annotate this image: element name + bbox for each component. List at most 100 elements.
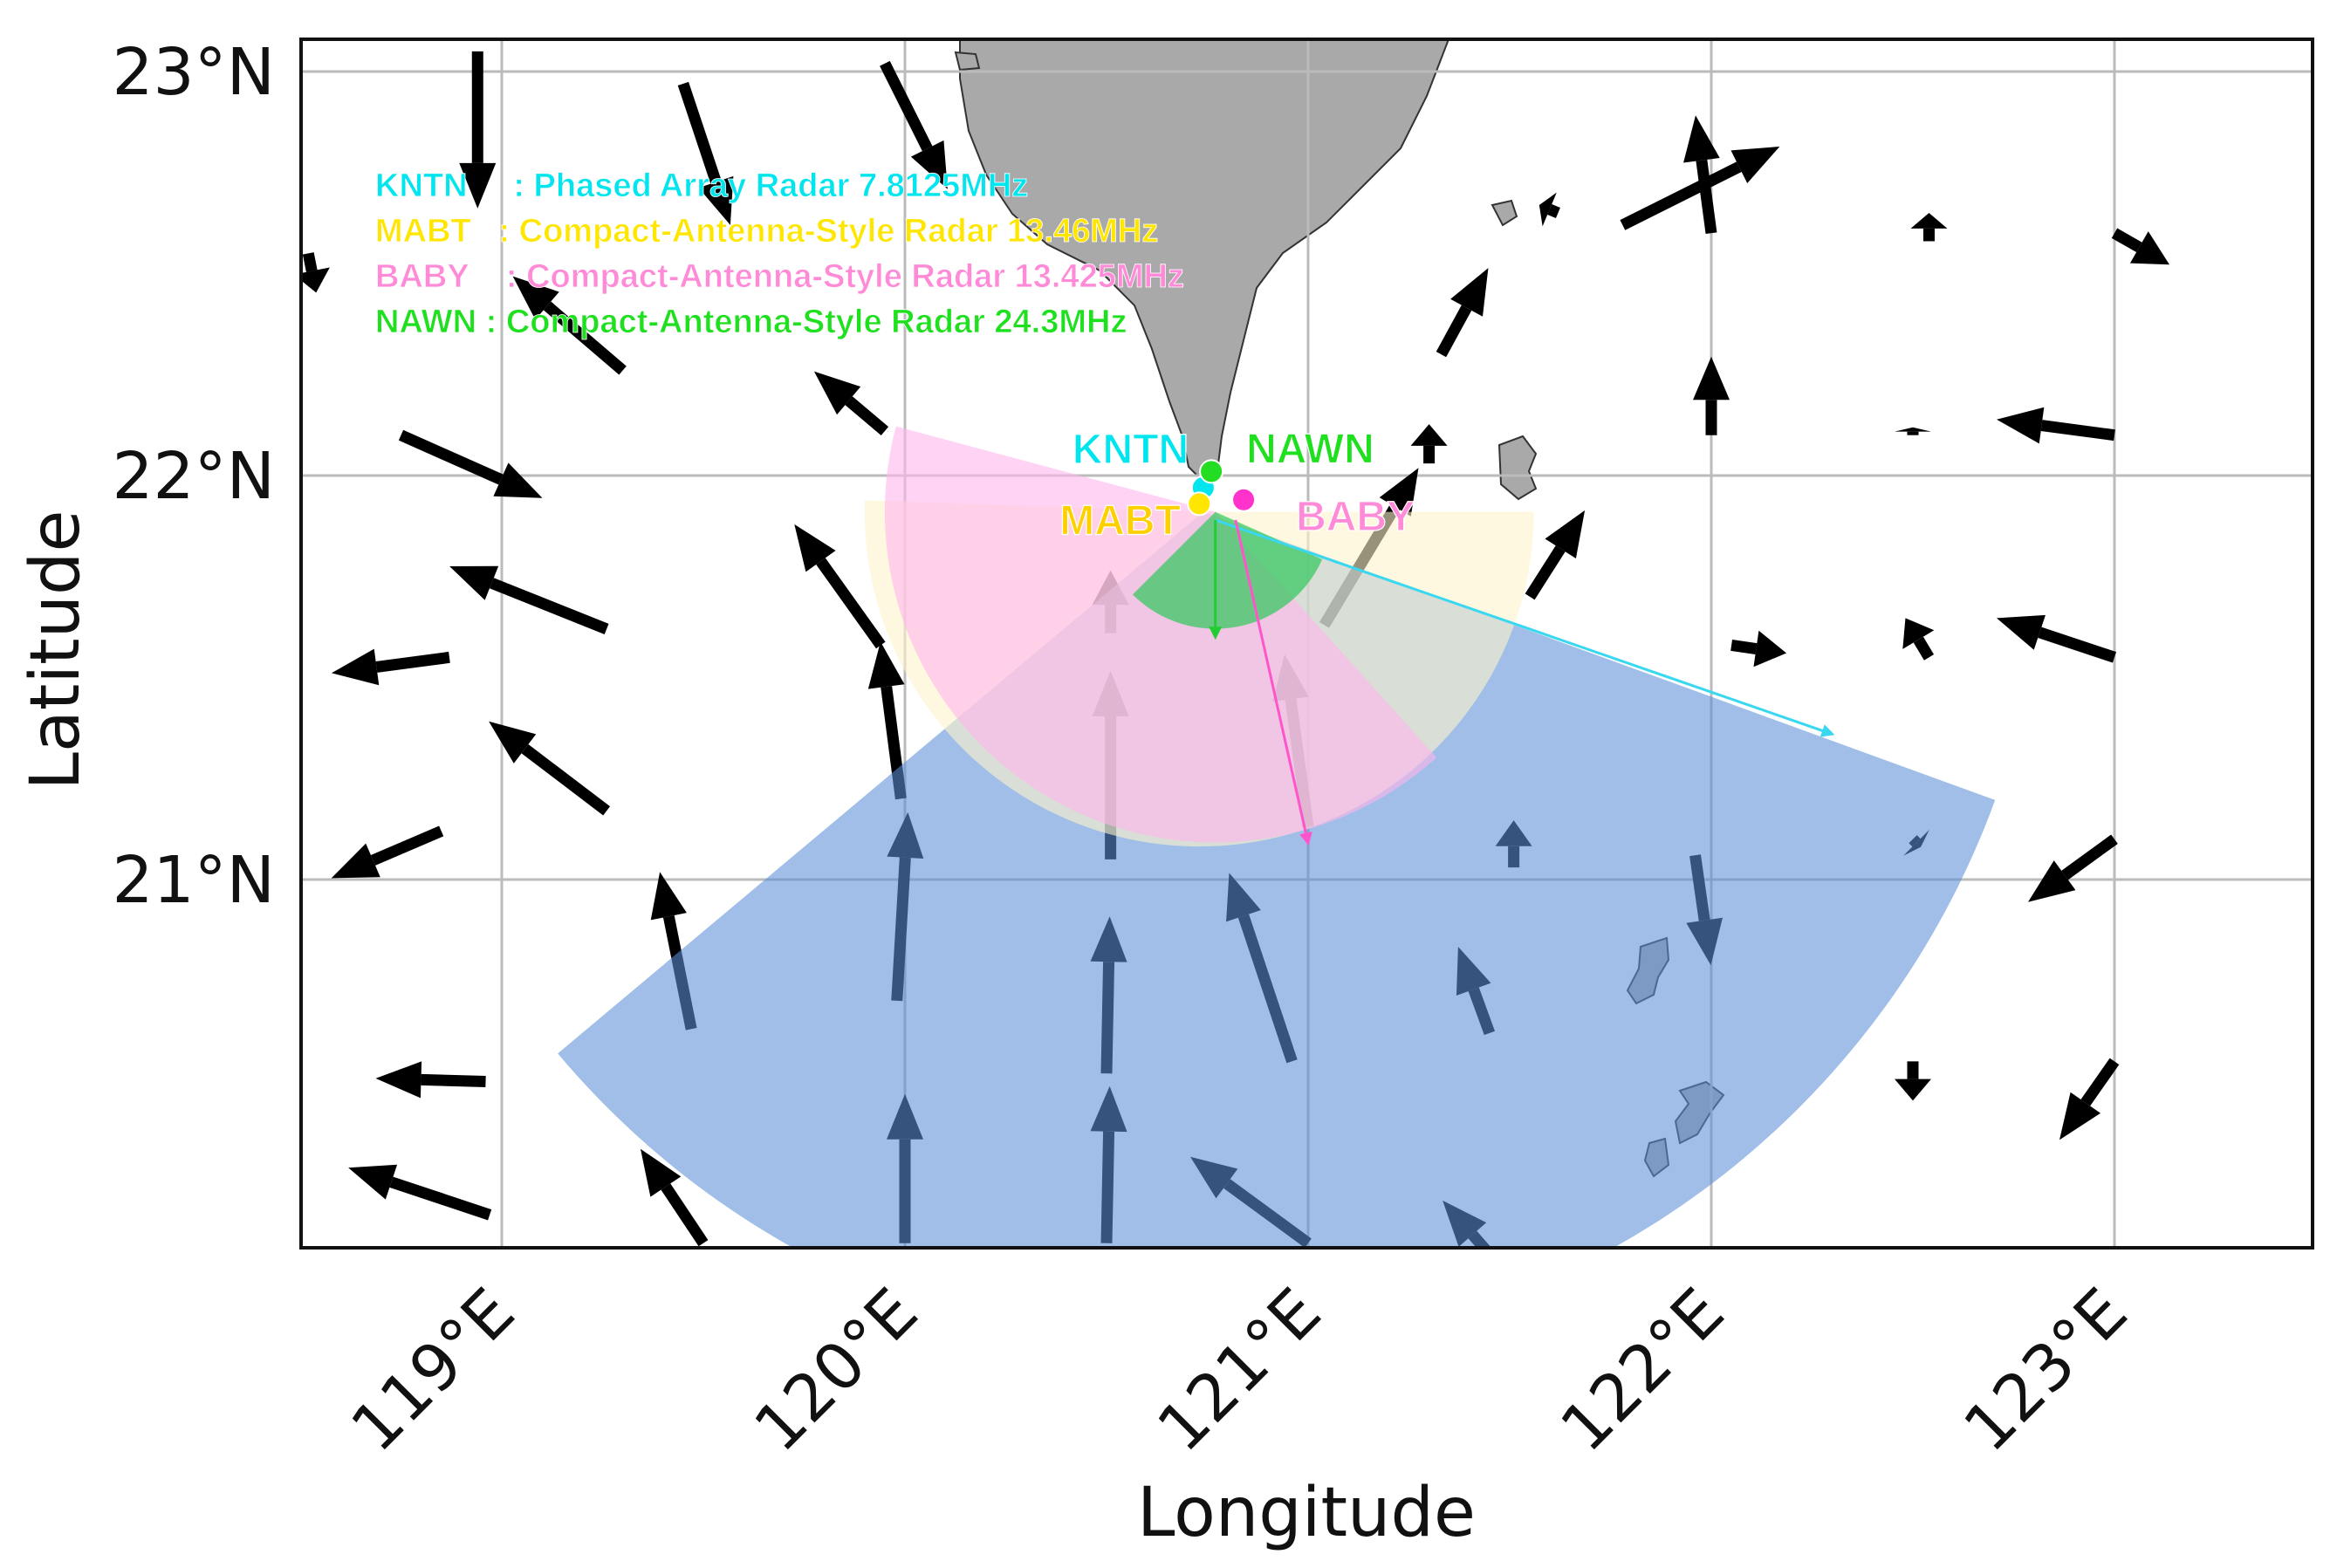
current-vector-shaft xyxy=(375,651,450,673)
current-vector-shaft xyxy=(2080,1058,2120,1106)
station-label-mabt: MABT xyxy=(1059,497,1181,544)
current-vector-head xyxy=(1730,146,1780,183)
current-vector-shaft xyxy=(389,1176,492,1221)
current-vector xyxy=(2111,228,2169,265)
station-label-baby: BABY xyxy=(1296,494,1415,540)
current-vector-head xyxy=(641,1148,682,1197)
legend-entry-mabt: MABT : Compact-Antenna-Style Radar 13.46… xyxy=(375,213,1158,250)
coverage-sector-baby xyxy=(884,426,1437,843)
current-vector xyxy=(398,429,543,498)
current-vector-shaft xyxy=(1696,159,1717,235)
lon-tick-label-4: 123°E xyxy=(1950,1274,2142,1466)
current-vector-head xyxy=(375,1061,422,1099)
current-vector-shaft xyxy=(521,743,611,816)
current-vector-shaft xyxy=(1620,161,1742,230)
legend: KNTN : Phased Array Radar 7.8125MHz MABT … xyxy=(375,168,1185,341)
current-vector-shaft xyxy=(2040,420,2115,442)
current-vector-head xyxy=(1895,427,1931,432)
current-vector xyxy=(375,1061,486,1099)
lat-tick-label-2: 23°N xyxy=(112,35,275,110)
current-vector-head xyxy=(698,175,734,225)
current-vector xyxy=(1436,268,1489,358)
range-arrow-2 xyxy=(1234,519,1312,846)
current-vector xyxy=(2059,1058,2120,1140)
current-vector-head xyxy=(348,1164,398,1200)
station-marker-mabt xyxy=(1187,491,1212,517)
station-label-kntn: KNTN xyxy=(1072,427,1189,473)
lat-tick-label-0: 21°N xyxy=(112,843,275,918)
station-marker-nawn xyxy=(1199,459,1224,484)
current-vector-shaft xyxy=(2038,627,2117,663)
current-vector-head xyxy=(1379,468,1419,517)
x-axis-label: Longitude xyxy=(1137,1474,1476,1552)
y-axis-label: Latitude xyxy=(17,510,95,790)
legend-entry-baby: BABY : Compact-Antenna-Style Radar 13.42… xyxy=(375,258,1184,295)
current-vector-shaft xyxy=(1436,305,1472,358)
current-vector-head xyxy=(1410,424,1448,446)
current-vector-shaft xyxy=(370,825,444,866)
current-vector-shaft xyxy=(1525,545,1566,600)
current-vector-head xyxy=(331,648,380,686)
lon-tick-label-3: 122°E xyxy=(1546,1274,1738,1466)
current-vector-head xyxy=(1753,630,1787,668)
current-vector xyxy=(301,252,330,293)
current-vector xyxy=(459,51,497,209)
lat-tick-label-1: 22°N xyxy=(112,439,275,514)
current-vector-head xyxy=(1910,213,1948,229)
current-vector-head xyxy=(459,162,497,209)
current-vector-head xyxy=(650,872,687,921)
ludao-island xyxy=(1491,199,1518,227)
current-vector xyxy=(794,524,886,649)
station-label-nawn: NAWN xyxy=(1246,426,1374,472)
current-vector-head xyxy=(1683,115,1720,163)
current-vector xyxy=(1902,618,1935,661)
current-vector-head xyxy=(867,641,905,689)
penghu-island xyxy=(954,51,981,72)
current-vector-head xyxy=(1997,407,2045,444)
current-vector-shaft xyxy=(661,1183,709,1247)
current-vector-shaft xyxy=(1730,640,1758,654)
current-vector-head xyxy=(1450,268,1489,317)
range-arrows xyxy=(1209,518,1835,846)
lon-tick-label-1: 120°E xyxy=(740,1274,932,1466)
current-vector xyxy=(348,1164,492,1221)
current-vector xyxy=(1525,510,1586,600)
current-vector-head xyxy=(794,524,836,572)
current-vector-shaft xyxy=(398,429,504,485)
current-vector-head xyxy=(2129,231,2169,265)
current-vector xyxy=(1693,356,1730,435)
current-vector-head xyxy=(1693,356,1730,401)
current-vector xyxy=(1895,427,1931,435)
current-vector-shaft xyxy=(1547,204,1560,219)
current-vector-shaft xyxy=(421,1073,486,1087)
current-vector-head xyxy=(910,140,948,189)
current-vector-head xyxy=(2059,1092,2101,1140)
current-vector-head xyxy=(1538,192,1557,227)
current-vector xyxy=(813,371,889,436)
longitude-ticks: 119°E 120°E 121°E 122°E 123°E xyxy=(337,1274,2142,1466)
current-vector xyxy=(1910,213,1948,242)
lanyu-island xyxy=(1497,435,1538,501)
legend-entry-nawn: NAWN : Compact-Antenna-Style Radar 24.3M… xyxy=(375,304,1127,340)
plot-frame xyxy=(299,38,2314,1250)
current-vector xyxy=(1730,630,1787,668)
range-arrow-0 xyxy=(1215,518,1835,737)
current-vector xyxy=(449,565,609,634)
current-vector-head xyxy=(301,267,330,293)
current-vector-shaft xyxy=(1913,636,1935,661)
current-vector xyxy=(1410,424,1448,464)
current-vector-head xyxy=(1902,618,1935,649)
lon-tick-label-0: 119°E xyxy=(337,1274,529,1466)
grid-lines xyxy=(301,39,2313,1248)
current-vector-shaft xyxy=(2111,228,2142,253)
station-marker-baby xyxy=(1231,487,1257,512)
current-vector xyxy=(641,1148,709,1247)
current-vector xyxy=(880,60,948,189)
current-vector-head xyxy=(1545,510,1586,559)
lon-tick-label-2: 121°E xyxy=(1143,1274,1335,1466)
coverage-sector-kntn xyxy=(558,511,1996,1248)
current-vector-head xyxy=(449,565,499,600)
current-vector xyxy=(331,648,450,686)
current-vector-shaft xyxy=(489,578,609,634)
